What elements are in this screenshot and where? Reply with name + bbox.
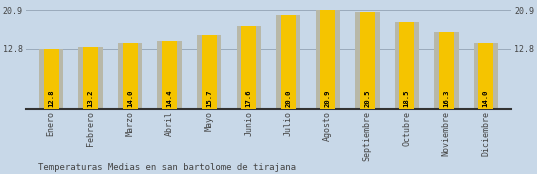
Text: 18.5: 18.5 — [404, 90, 410, 108]
Bar — [281, 15, 296, 109]
Bar — [43, 49, 59, 109]
Bar — [202, 35, 217, 109]
Bar — [39, 49, 63, 109]
Bar — [474, 43, 498, 109]
Text: 16.3: 16.3 — [443, 90, 449, 108]
Text: 20.0: 20.0 — [285, 90, 291, 108]
Text: 14.0: 14.0 — [483, 90, 489, 108]
Bar — [395, 22, 419, 109]
Text: 17.6: 17.6 — [246, 90, 252, 108]
Bar — [399, 22, 414, 109]
Bar — [320, 10, 335, 109]
Bar — [355, 12, 380, 109]
Bar — [316, 10, 340, 109]
Bar — [78, 47, 103, 109]
Bar — [157, 41, 182, 109]
Bar — [162, 41, 177, 109]
Bar — [197, 35, 221, 109]
Text: Temperaturas Medias en san bartolome de tirajana: Temperaturas Medias en san bartolome de … — [38, 163, 295, 172]
Text: 14.0: 14.0 — [127, 90, 133, 108]
Bar — [236, 26, 261, 109]
Bar — [434, 32, 459, 109]
Bar — [478, 43, 494, 109]
Bar — [83, 47, 98, 109]
Text: 15.7: 15.7 — [206, 90, 212, 108]
Bar — [439, 32, 454, 109]
Bar — [360, 12, 375, 109]
Bar — [241, 26, 256, 109]
Text: 12.8: 12.8 — [48, 90, 54, 108]
Text: 20.9: 20.9 — [325, 90, 331, 108]
Bar — [276, 15, 301, 109]
Text: 14.4: 14.4 — [167, 90, 173, 108]
Text: 20.5: 20.5 — [364, 90, 370, 108]
Bar — [123, 43, 138, 109]
Bar — [118, 43, 142, 109]
Text: 13.2: 13.2 — [88, 90, 94, 108]
